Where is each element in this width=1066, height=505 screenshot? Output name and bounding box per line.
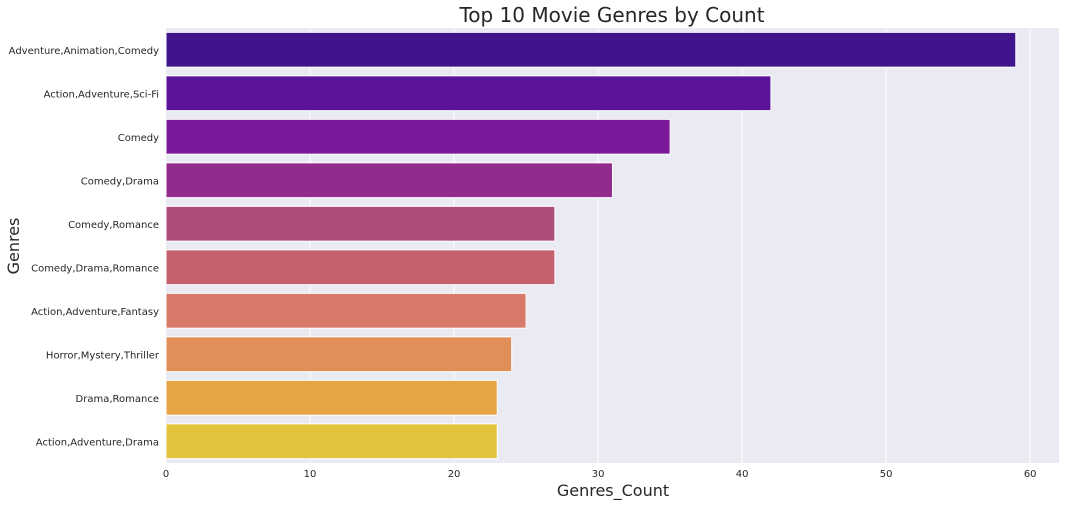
y-axis-label: Genres (4, 218, 23, 275)
y-tick-label: Adventure,Animation,Comedy (9, 46, 159, 57)
y-tick-labels: Adventure,Animation,Comedy Action,Adventu… (9, 46, 160, 449)
y-tick-label: Drama,Romance (76, 394, 159, 405)
x-tick-label: 40 (736, 469, 749, 480)
y-tick-label: Action,Adventure,Sci-Fi (44, 89, 159, 100)
x-tick-labels: 0 10 20 30 40 50 60 (163, 469, 1037, 480)
x-tick-label: 10 (304, 469, 317, 480)
x-tick-label: 30 (592, 469, 605, 480)
x-tick-label: 50 (880, 469, 893, 480)
chart-title: Top 10 Movie Genres by Count (458, 3, 764, 27)
y-tick-label: Action,Adventure,Drama (36, 437, 159, 448)
bar (165, 205, 556, 242)
y-tick-label: Comedy,Drama (81, 176, 159, 187)
bar (165, 162, 613, 199)
x-tick-label: 60 (1024, 469, 1037, 480)
x-tick-label: 0 (163, 469, 169, 480)
bar (165, 118, 671, 155)
y-tick-label: Comedy,Drama,Romance (31, 263, 159, 274)
x-tick-label: 20 (448, 469, 461, 480)
y-tick-label: Action,Adventure,Fantasy (31, 307, 159, 318)
x-axis-label: Genres_Count (557, 481, 669, 501)
bar (165, 379, 498, 416)
bar (165, 423, 498, 460)
bar (165, 336, 513, 373)
y-tick-label: Comedy (118, 133, 159, 144)
bar (165, 292, 527, 329)
bar (165, 31, 1017, 68)
bars (165, 31, 1017, 460)
y-tick-label: Horror,Mystery,Thriller (46, 350, 160, 361)
y-tick-label: Comedy,Romance (68, 220, 159, 231)
bar (165, 249, 556, 286)
bar (165, 75, 772, 112)
